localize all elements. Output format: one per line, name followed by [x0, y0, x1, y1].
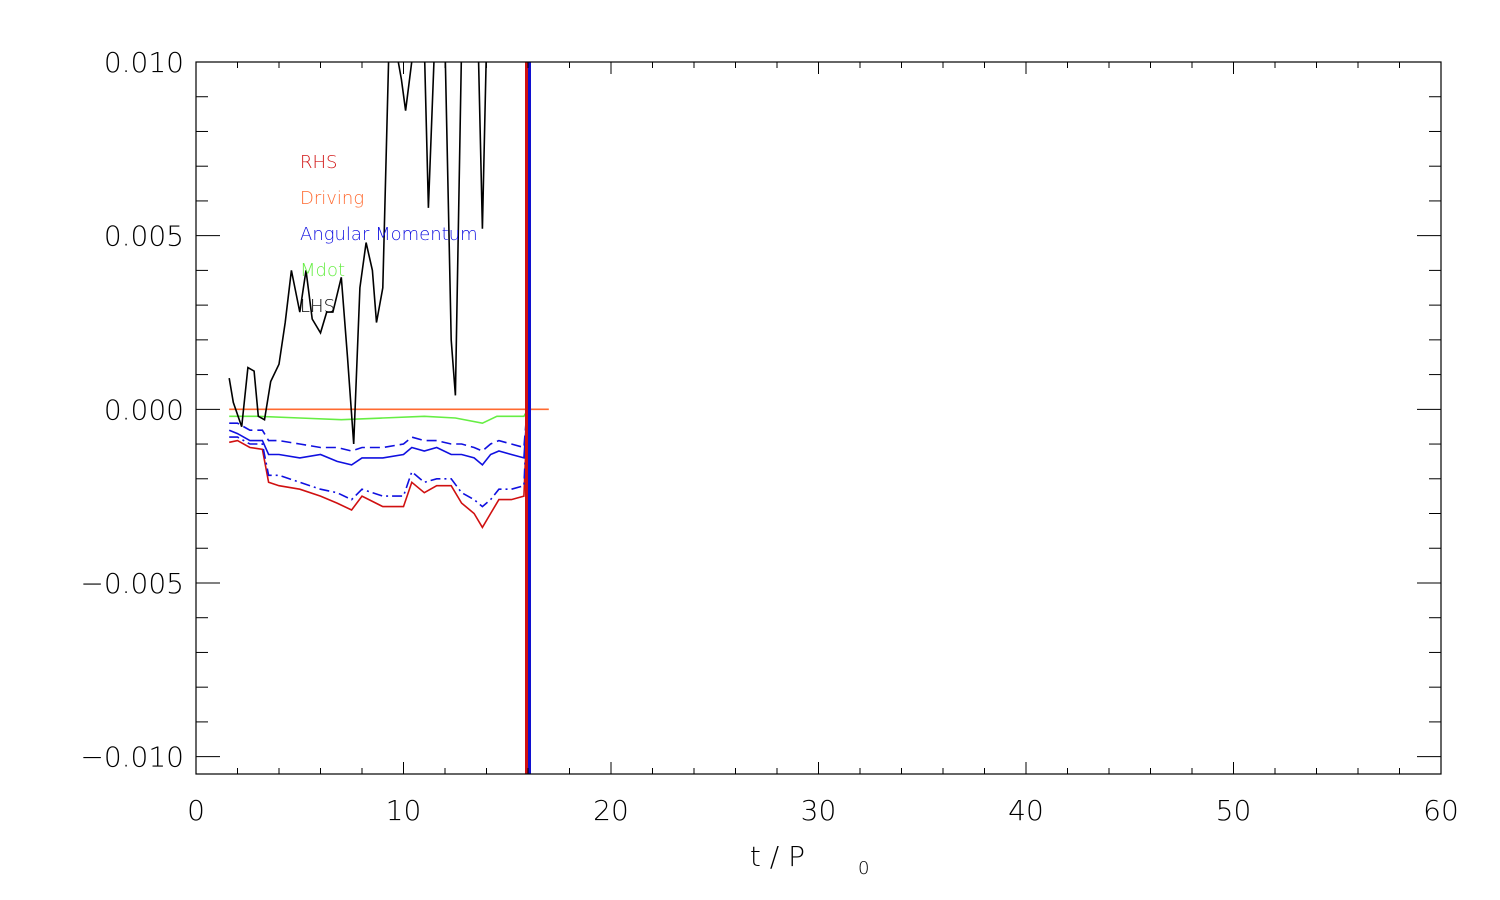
y-tick-label: 0.010 [104, 46, 184, 79]
x-tick-label: 20 [593, 794, 629, 827]
series-line-unlabeled-4 [229, 398, 529, 508]
axes-layer: 0 10 20 30 40 50 60 0.010 0.005 0.000 −0.005 −0.010 [80, 46, 1458, 827]
legend-entry-driving: Driving [300, 188, 364, 209]
series-line-angular-momentum [228, 398, 529, 467]
x-tick-label: 50 [1216, 794, 1252, 827]
x-axis-title-subscript: 0 [858, 858, 869, 879]
x-tick-label: 0 [187, 794, 205, 827]
series-line-rhs [229, 398, 529, 529]
x-tick-label: 40 [1008, 794, 1044, 827]
x-axis-title: t / P [750, 840, 805, 873]
y-tick-label: −0.010 [80, 741, 184, 774]
legend-entry-mdot: Mdot [300, 260, 345, 281]
x-tick-label: 10 [386, 794, 422, 827]
x-tick-label: 60 [1423, 794, 1459, 827]
legend-entry-lhs: LHS [300, 296, 335, 317]
legend: RHS Driving Angular Momentum Mdot LHS [300, 152, 478, 317]
legend-entry-angular-momentum: Angular Momentum [300, 224, 478, 245]
vertical-marker-layer [525, 62, 531, 774]
legend-entry-rhs: RHS [300, 152, 337, 173]
y-tick-label: −0.005 [80, 567, 184, 600]
series-line-lhs [228, 62, 487, 445]
series-layer [228, 62, 549, 529]
series-line-unlabeled-3 [229, 398, 529, 452]
y-tick-label: 0.005 [104, 220, 184, 253]
y-tick-label: 0.000 [104, 393, 184, 426]
x-tick-label: 30 [801, 794, 837, 827]
series-line-mdot [229, 408, 529, 425]
